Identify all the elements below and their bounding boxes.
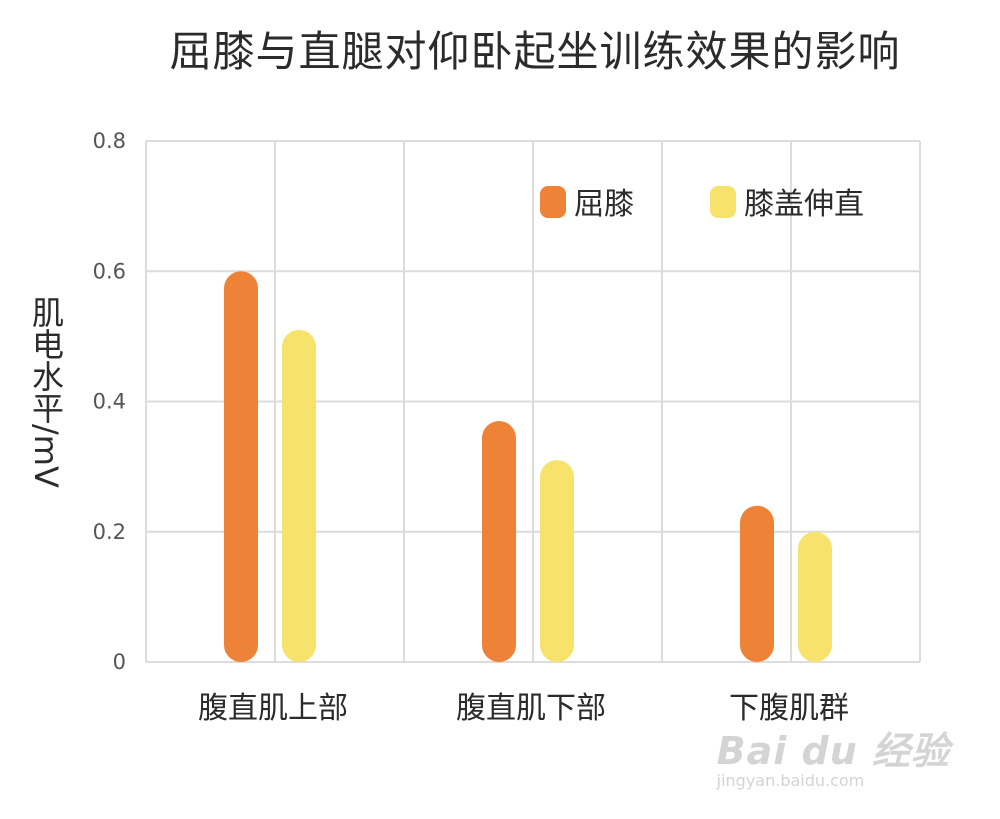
y-tick-label: 0.2 [93,520,126,544]
x-tick-label: 腹直肌上部 [198,691,348,726]
x-tick-label: 下腹肌群 [729,691,849,726]
legend: 屈膝 膝盖伸直 [540,186,864,222]
bar-knee-bent [482,421,516,662]
y-axis-ticks: 0 0.2 0.4 0.6 0.8 [93,129,126,674]
y-tick-label: 0 [113,650,126,674]
chart-title: 屈膝与直腿对仰卧起坐训练效果的影响 [169,27,901,76]
y-tick-label: 0.8 [93,129,126,153]
x-axis-labels: 腹直肌上部 腹直肌下部 下腹肌群 [198,691,849,726]
bars [224,271,832,662]
watermark-logo: Bai du 经验 [716,729,950,773]
y-tick-label: 0.4 [93,390,126,414]
y-tick-label: 0.6 [93,259,126,283]
legend-swatch [710,186,736,218]
bar-knee-straight [798,531,832,662]
legend-label: 屈膝 [574,187,634,222]
legend-swatch [540,186,566,218]
bar-knee-bent [224,271,258,662]
y-axis-label: 肌电水平/mV [27,296,65,488]
watermark-url: jingyan.baidu.com [716,771,865,790]
bar-knee-bent [740,505,774,662]
bar-knee-straight [540,460,574,662]
bar-knee-straight [282,329,316,662]
grid [145,140,921,663]
legend-label: 膝盖伸直 [744,187,864,222]
x-tick-label: 腹直肌下部 [456,691,606,726]
baidu-jingyan-watermark: Bai du 经验 jingyan.baidu.com [717,720,950,790]
